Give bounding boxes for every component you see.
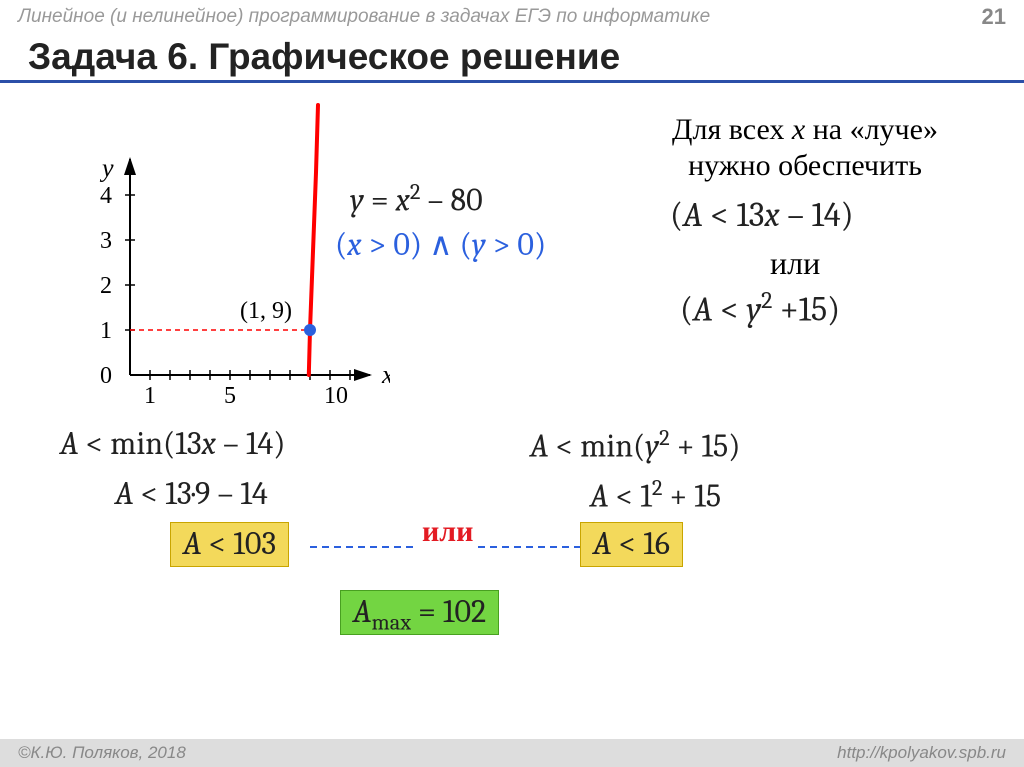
svg-text:10: 10 bbox=[324, 383, 348, 409]
header-topic: Линейное (и нелинейное) программирование… bbox=[18, 6, 710, 28]
calc-left-box: A < 103 bbox=[170, 522, 289, 567]
right-intro-2: нужно обеспечить bbox=[625, 149, 985, 183]
footer-right: http://kpolyakov.spb.ru bbox=[837, 743, 1006, 763]
calc-right-2: A < 12 + 15 bbox=[590, 475, 721, 515]
svg-text:1: 1 bbox=[144, 383, 156, 409]
calc-right-box: A < 16 bbox=[580, 522, 683, 567]
right-intro-1: Для всех x на «луче» bbox=[625, 113, 985, 147]
chart-condition: (x > 0) ∧ (y > 0) bbox=[335, 225, 546, 263]
svg-text:(1, 9): (1, 9) bbox=[240, 298, 292, 324]
title-underline bbox=[0, 80, 1024, 83]
svg-text:1: 1 bbox=[100, 318, 112, 344]
svg-text:2: 2 bbox=[100, 273, 112, 299]
right-cond1: (A < 13x – 14) bbox=[670, 195, 854, 235]
calc-result: Amax = 102 bbox=[340, 590, 499, 635]
svg-text:5: 5 bbox=[224, 383, 236, 409]
calc-right-1: A < min(y2 + 15) bbox=[530, 425, 740, 465]
curve-label: y = x2 – 80 bbox=[350, 179, 483, 219]
right-cond2: (A < y2 +15) bbox=[680, 287, 840, 329]
right-or: или bbox=[770, 245, 820, 282]
svg-text:x: x bbox=[381, 360, 390, 389]
calc-left-2: A < 13·9 – 14 bbox=[115, 475, 268, 512]
calc-or: или bbox=[418, 515, 477, 549]
page-number: 21 bbox=[982, 4, 1006, 30]
calc-left-1: A < min(13x – 14) bbox=[60, 425, 286, 462]
footer-left: ©К.Ю. Поляков, 2018 bbox=[18, 743, 186, 763]
page-title: Задача 6. Графическое решение bbox=[0, 32, 1024, 80]
svg-text:4: 4 bbox=[100, 183, 112, 209]
svg-text:3: 3 bbox=[100, 228, 112, 254]
svg-text:0: 0 bbox=[100, 363, 112, 389]
svg-text:y: y bbox=[99, 154, 114, 183]
